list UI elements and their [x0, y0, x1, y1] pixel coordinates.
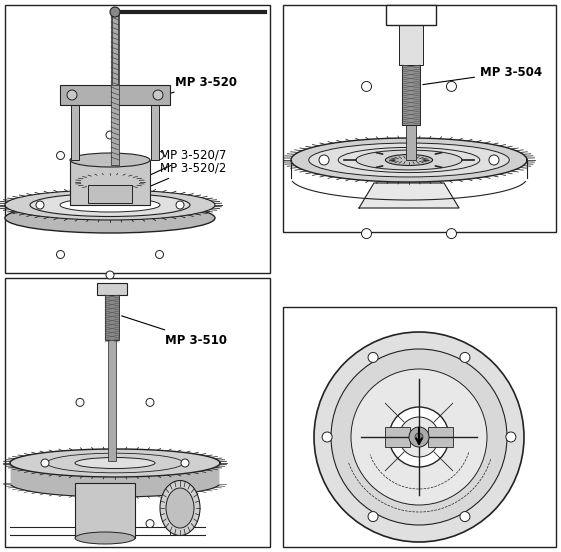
- Circle shape: [76, 399, 84, 406]
- Ellipse shape: [5, 190, 215, 220]
- Circle shape: [155, 151, 163, 160]
- Text: MP 3-504: MP 3-504: [423, 66, 542, 84]
- Polygon shape: [11, 465, 219, 497]
- Bar: [402, 65, 420, 125]
- Bar: [108, 340, 116, 461]
- Bar: [71, 105, 79, 160]
- Bar: [386, 5, 436, 25]
- Ellipse shape: [5, 203, 215, 233]
- Circle shape: [146, 519, 154, 528]
- Circle shape: [106, 131, 114, 139]
- Circle shape: [36, 201, 44, 209]
- Bar: [151, 105, 159, 160]
- Circle shape: [106, 271, 114, 279]
- Circle shape: [399, 417, 439, 457]
- Circle shape: [322, 432, 332, 442]
- Ellipse shape: [338, 147, 480, 173]
- Circle shape: [146, 399, 154, 406]
- Ellipse shape: [160, 480, 200, 535]
- Circle shape: [57, 251, 65, 258]
- Circle shape: [351, 369, 487, 505]
- Ellipse shape: [309, 143, 509, 177]
- Bar: [70, 160, 150, 205]
- Bar: [385, 427, 410, 447]
- Ellipse shape: [30, 194, 190, 216]
- Circle shape: [361, 229, 371, 238]
- Circle shape: [368, 512, 378, 522]
- Circle shape: [447, 82, 457, 92]
- Bar: [399, 25, 423, 65]
- Polygon shape: [291, 138, 527, 182]
- Circle shape: [409, 427, 429, 447]
- Circle shape: [361, 82, 371, 92]
- Polygon shape: [10, 449, 220, 477]
- Circle shape: [181, 459, 189, 467]
- Text: MP 3-510: MP 3-510: [122, 316, 227, 347]
- Bar: [283, 307, 556, 547]
- Circle shape: [67, 90, 77, 100]
- Bar: [111, 12, 119, 165]
- Polygon shape: [359, 183, 459, 208]
- Circle shape: [176, 201, 184, 209]
- Ellipse shape: [385, 155, 433, 166]
- Circle shape: [76, 519, 84, 528]
- Circle shape: [41, 459, 49, 467]
- Circle shape: [506, 432, 516, 442]
- Circle shape: [110, 7, 120, 17]
- Circle shape: [460, 512, 470, 522]
- Bar: [406, 125, 416, 160]
- Bar: [97, 283, 127, 295]
- Text: MP 3-520: MP 3-520: [168, 76, 237, 94]
- Circle shape: [368, 352, 378, 363]
- Bar: [105, 295, 119, 340]
- Bar: [428, 427, 453, 447]
- Ellipse shape: [166, 488, 194, 528]
- Circle shape: [489, 155, 499, 165]
- Bar: [283, 5, 556, 232]
- Text: MP 3-520/2: MP 3-520/2: [122, 162, 227, 198]
- Circle shape: [155, 251, 163, 258]
- Circle shape: [447, 229, 457, 238]
- Circle shape: [331, 349, 507, 525]
- Ellipse shape: [356, 150, 462, 170]
- Bar: [60, 85, 170, 105]
- Bar: [75, 483, 135, 538]
- Text: MP 3-520/7: MP 3-520/7: [122, 148, 227, 188]
- Ellipse shape: [75, 458, 155, 469]
- Ellipse shape: [70, 153, 150, 167]
- Circle shape: [319, 155, 329, 165]
- Circle shape: [389, 407, 449, 467]
- Bar: [5, 5, 270, 273]
- Ellipse shape: [75, 532, 135, 544]
- Circle shape: [153, 90, 163, 100]
- Bar: [112, 12, 118, 85]
- Circle shape: [314, 332, 524, 542]
- Ellipse shape: [60, 198, 160, 212]
- Circle shape: [57, 151, 65, 160]
- Bar: [88, 185, 132, 203]
- Circle shape: [415, 433, 423, 441]
- Bar: [5, 278, 270, 547]
- Circle shape: [460, 352, 470, 363]
